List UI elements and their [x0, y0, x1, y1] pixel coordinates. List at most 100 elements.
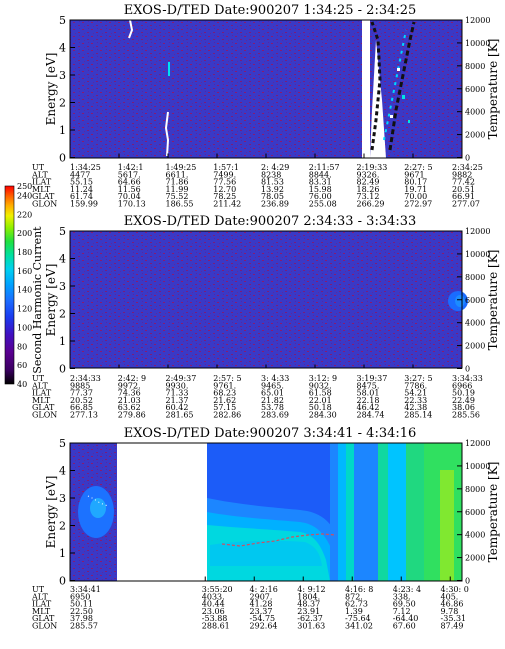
- panel-1-ephem-cell: 159.99: [70, 200, 98, 209]
- panel-1-ephem-cell: 211.42: [213, 200, 241, 209]
- panel-1-ephem-cell: 2:11:57: [309, 163, 340, 172]
- panel-1-burst-right-arm: [388, 21, 416, 151]
- panel-2-ephem-cell: 77.37: [70, 389, 93, 398]
- panel-1-streak-early: [128, 19, 134, 39]
- panel-2-ephem-cell: 66.85: [70, 403, 93, 412]
- panel-1-ytick-label: 4: [59, 42, 66, 55]
- panel-3-ytick-right-label: 4000: [465, 531, 485, 540]
- panel-1-ephem-cell: 19.71: [404, 185, 427, 194]
- colorbar-tick-label: 220: [17, 210, 32, 219]
- panel-2-ephem-cell: 74.36: [118, 389, 141, 398]
- panel-2-ephem-cell: 50.18: [309, 403, 332, 412]
- panel-3-ephem-cell: 301.63: [297, 622, 325, 631]
- panel-2-title: EXOS-D/TED Date:900207 2:34:33 - 3:34:33: [124, 214, 417, 229]
- panel-2-ephem-cell: 22.33: [404, 396, 427, 405]
- panel-1-ephem-cell: 75.52: [166, 192, 189, 201]
- panel-3-ephem-label-ilat: ILAT: [32, 600, 52, 609]
- colorbar-label: Second Harmonic Current: [31, 226, 44, 374]
- panel-2-ephem-cell: 54.21: [404, 389, 427, 398]
- panel-2-axes: 0 1 2 3 4 5 0 2000 4000 6000 8000 10000 12000: [59, 225, 490, 376]
- panel-1-ephem-cell: 18.26: [357, 185, 380, 194]
- panel-2-ephem-cell: 60.42: [166, 403, 189, 412]
- panel-1-ytick-right-label: 2000: [465, 131, 485, 140]
- panel-2-ephem-cell: 281.65: [166, 411, 194, 420]
- panel-2-ephem-label-glat: GLAT: [32, 403, 55, 412]
- panel-2-ytick-label: 0: [59, 363, 66, 376]
- panel-1-ephem-cell: 2:19:33: [357, 163, 388, 172]
- panel-2-ytick-right-label: 12000: [465, 227, 490, 236]
- panel-2-ephem-cell: 42.38: [404, 403, 427, 412]
- panel-3-ytick-right-label: 12000: [465, 439, 490, 448]
- panel-1-burst-cyan: [383, 29, 407, 141]
- panel-2-ephem-cell: 283.69: [261, 411, 289, 420]
- panel-3-ylabel: Energy [eV]: [44, 476, 58, 549]
- panel-1-ephem-cell: 9882: [452, 170, 472, 179]
- panel-3-ephem-cell: 1804.: [297, 592, 320, 601]
- panel-1-ephem-cell: 71.86: [166, 178, 189, 187]
- panel-2-ytick-right-label: 6000: [465, 296, 485, 305]
- panel-3-ephem-cell: -54.75: [250, 614, 276, 623]
- panel-2-ephem-cell: 6966: [452, 381, 472, 390]
- panel-3-wall-green-2: [406, 443, 424, 581]
- panel-1-ephem-cell: 13.92: [261, 185, 284, 194]
- panel-2-ephem-cell: 284.74: [357, 411, 385, 420]
- panel-3-ephem-cell: -64.40: [393, 614, 419, 623]
- panel-3-ytick-right-label: 6000: [465, 508, 485, 517]
- panel-2-ephem-label-mlt: MLT: [32, 396, 51, 405]
- panel-1-ylabel: Energy [eV]: [44, 53, 58, 126]
- panel-2-ephem-cell: 285.56: [452, 411, 480, 420]
- colorbar-tick-label: 100: [17, 323, 32, 332]
- panel-1-ephem-cell: 272.97: [404, 200, 432, 209]
- panel-1-axes: 0 1 2 3 4 5 0 2000 4000 6000 8000 10000 12000: [59, 14, 490, 165]
- panel-2-plot-area: [70, 231, 462, 368]
- panel-1-ephemeris: UT 1:34:25 1:42:1 1:49:25 1:57:1 2: 4:29 2:11:…: [31, 163, 483, 209]
- panel-3-ephem-cell: 292.64: [250, 622, 278, 631]
- panel-2-ephemeris: UT 2:34:33 2:42: 9 2:49:37 2:57: 5 3: 4:33 3:1…: [31, 374, 483, 420]
- panel-3-ephem-cell: 9.78: [441, 607, 459, 616]
- panel-2-ephem-cell: 285.14: [404, 411, 432, 420]
- panel-1-burst-dot-3: [390, 115, 393, 118]
- panel-3-ephem-cell: -62.37: [297, 614, 323, 623]
- panel-3-ephem-cell: 48.37: [297, 600, 320, 609]
- panel-2-ephem-cell: 9465.: [261, 381, 284, 390]
- panel-1-ephem-cell: 77.56: [213, 178, 236, 187]
- panel-3-features: [70, 443, 462, 581]
- panel-1-ephem-cell: 70.00: [404, 192, 427, 201]
- panel-1-ephem-label-mlt: MLT: [32, 185, 51, 194]
- panel-3-data-gap: [117, 443, 207, 581]
- panel-3-ephem-cell: -53.88: [202, 614, 228, 623]
- panel-1-burst-dot-1: [402, 95, 405, 99]
- panel-1-ephem-cell: 8844.: [309, 170, 332, 179]
- panel-3-ephem-cell: 4:23: 4: [393, 585, 421, 594]
- panel-3-ephem-cell: 405.: [441, 592, 459, 601]
- panel-1-ytick-right-label: 12000: [465, 16, 490, 25]
- panel-2-ephem-cell: 3: 4:33: [261, 374, 289, 383]
- panel-2-ytick-label: 1: [59, 335, 66, 348]
- panel-2-ephem-cell: 53.78: [261, 403, 284, 412]
- panel-3-ytick-label: 3: [59, 492, 66, 505]
- panel-3-ytick-label: 0: [59, 575, 66, 588]
- panel-1-ephem-label-ilat: ILAT: [32, 178, 52, 187]
- panel-2-ephem-cell: 71.33: [166, 389, 189, 398]
- panel-3-ephem-cell: 4:16: 8: [345, 585, 373, 594]
- panel-1-ephem-cell: 11.99: [166, 185, 189, 194]
- panel-1-ephem-cell: 66.91: [452, 192, 475, 201]
- panel-1-streak-mid: [164, 111, 170, 157]
- panel-1-ephem-label-ut: UT: [32, 163, 45, 172]
- colorbar-tick-label: 200: [17, 229, 32, 238]
- panel-2-ephem-label-ut: UT: [32, 374, 45, 383]
- panel-2-ephem-cell: 21.37: [166, 396, 189, 405]
- panel-2-ephem-cell: 277.13: [70, 411, 98, 420]
- panel-3-ephem-cell: 4: 2:16: [250, 585, 278, 594]
- panel-3-ytick-label: 1: [59, 547, 66, 560]
- colorbar-frame: [4, 185, 15, 385]
- panel-1-ephem-cell: 1:57:1: [213, 163, 239, 172]
- panel-3-ytick-label: 4: [59, 465, 66, 478]
- colorbar-tick-label: 250: [17, 182, 32, 191]
- panel-3-ytick-right-label: 10000: [465, 462, 490, 471]
- colorbar-gradient: [5, 186, 14, 384]
- panel-3-wall-lime: [440, 470, 454, 581]
- panel-2-ephem-cell: 284.30: [309, 411, 337, 420]
- colorbar-tick-label: 120: [17, 305, 32, 314]
